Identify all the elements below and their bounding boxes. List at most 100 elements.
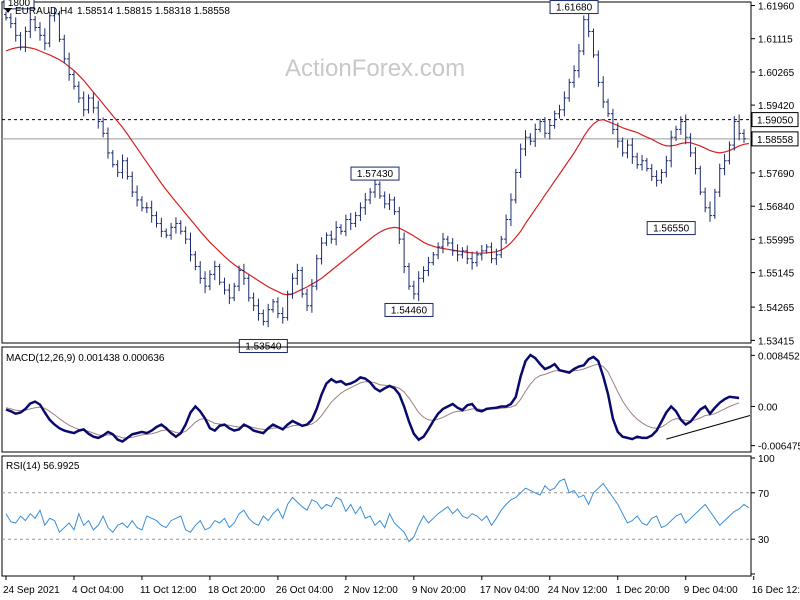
candle: [368, 188, 373, 205]
candle: [33, 16, 38, 32]
candle: [703, 187, 708, 213]
annotation-label: 1.57430: [357, 169, 394, 180]
time-axis-tick-label: 1 Dec 20:00: [616, 585, 670, 596]
candle: [431, 251, 436, 266]
candle: [742, 129, 746, 143]
candle: [606, 98, 611, 117]
time-axis-tick-label: 26 Oct 04:00: [276, 585, 334, 596]
dropdown-arrow-icon[interactable]: [4, 8, 12, 13]
dashed-level-label: 1.59050: [757, 116, 794, 127]
price-axis-tick-label: 1.61960: [758, 2, 795, 13]
candle: [722, 154, 727, 176]
candle: [57, 10, 62, 43]
candle: [105, 127, 110, 159]
candle: [708, 201, 713, 222]
candle: [67, 52, 72, 81]
candle: [416, 271, 421, 302]
candle: [86, 94, 91, 114]
candle: [411, 280, 416, 300]
candle: [640, 154, 645, 171]
candle: [615, 122, 620, 148]
candle: [314, 254, 319, 291]
candle: [159, 217, 164, 238]
candle: [712, 188, 717, 219]
annotation-box: [350, 166, 400, 181]
candle: [455, 244, 460, 262]
price-panel[interactable]: ActionForex.com 1800 1.53540 1.57430 1.5446…: [1, 0, 799, 354]
candle: [644, 157, 649, 172]
candle: [363, 192, 368, 215]
macd-lines: [5, 353, 751, 443]
macd-axis-tick-label: 0.008452: [758, 351, 800, 362]
time-axis-tick-label: 2 Nov 12:00: [344, 585, 398, 596]
candle: [440, 232, 445, 254]
candle: [674, 125, 679, 141]
macd-axis: 0.008452 0.00 -0.006475: [751, 351, 800, 453]
candle: [654, 170, 659, 187]
candle: [237, 265, 242, 292]
candle: [47, 11, 52, 48]
candle: [169, 222, 174, 240]
macd-panel[interactable]: 0.008452 0.00 -0.006475 MACD(12,26,9) 0.00…: [1, 346, 800, 453]
candle: [339, 224, 344, 235]
candle: [232, 282, 237, 302]
candle: [110, 150, 115, 168]
rsi-title: RSI(14) 56.9925: [6, 461, 80, 472]
candle: [81, 91, 86, 117]
time-axis-tick-label: 11 Oct 12:00: [140, 585, 197, 596]
candle: [542, 117, 547, 138]
candle: [625, 139, 630, 159]
rsi-panel[interactable]: 100 70 30 RSI(14) 56.9925: [1, 454, 775, 577]
price-annotation: 1.53540: [238, 339, 288, 354]
price-axis-tick-label: 1.57690: [758, 169, 795, 180]
candle: [13, 17, 18, 42]
price-axis-tick-label: 1.56840: [758, 202, 795, 213]
candle: [610, 108, 615, 135]
candle: [576, 43, 581, 78]
macd-trendline: [666, 415, 751, 440]
candle: [649, 164, 654, 181]
candle: [353, 211, 358, 228]
candle: [203, 271, 208, 294]
time-axis-tick-label: 17 Nov 04:00: [480, 585, 540, 596]
macd-panel-frame: [1, 346, 752, 453]
candle: [528, 133, 533, 146]
candle: [402, 232, 407, 274]
candle: [426, 256, 431, 277]
candle: [688, 133, 693, 157]
candle: [620, 137, 625, 157]
price-reference-lines: [2, 119, 751, 140]
annotation-box: [384, 302, 434, 317]
candle: [533, 123, 538, 147]
candle: [669, 130, 674, 168]
watermark: ActionForex.com: [285, 55, 465, 82]
candle: [222, 277, 227, 295]
candle: [373, 178, 377, 198]
time-axis-tick-label: 9 Dec 04:00: [684, 585, 738, 596]
macd-title: MACD(12,26,9) 0.001438 0.000636: [6, 353, 165, 364]
price-annotation: 1.54460: [384, 302, 434, 317]
candle: [120, 154, 125, 179]
rsi-line: [2, 478, 751, 543]
candle: [508, 193, 513, 227]
candle: [164, 228, 169, 239]
price-annotation: 1.57430: [350, 166, 400, 181]
candle: [266, 303, 271, 328]
candle: [275, 297, 280, 319]
candle: [693, 147, 698, 175]
annotation-box: [3, 0, 35, 10]
current-price-box: [751, 131, 799, 147]
time-axis-tick-label: 9 Nov 20:00: [412, 585, 466, 596]
candle: [52, 8, 57, 22]
price-axis-tick-label: 1.55145: [758, 269, 795, 280]
annotation-label: 1.56550: [653, 224, 690, 235]
rsi-axis-tick-label: 100: [758, 454, 775, 465]
candle: [334, 221, 339, 246]
candle: [523, 130, 528, 157]
candle: [406, 262, 411, 290]
candle: [547, 119, 552, 140]
candle: [37, 22, 42, 41]
price-axis-tick-label: 1.53415: [758, 336, 795, 347]
price-axis-tick-label: 1.60265: [758, 68, 795, 79]
